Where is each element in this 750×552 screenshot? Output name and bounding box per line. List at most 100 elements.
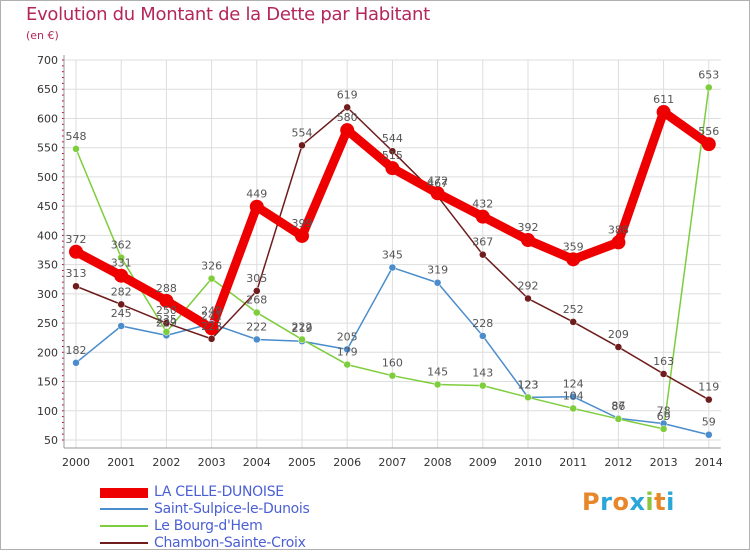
data-label-3: 104 <box>563 389 584 402</box>
data-label-2: 345 <box>382 249 403 262</box>
data-point-4 <box>705 395 713 404</box>
data-label-3: 143 <box>472 367 493 380</box>
legend-label-3: Le Bourg-d'Hem <box>154 518 263 534</box>
data-point-3 <box>207 274 216 283</box>
data-point-3 <box>253 308 261 317</box>
data-point-3 <box>524 393 532 402</box>
data-label-4: 119 <box>698 381 719 394</box>
x-tick-label: 2012 <box>604 456 632 469</box>
logo-letter: r <box>600 488 613 516</box>
y-tick-label: 150 <box>37 376 58 389</box>
data-label-2: 228 <box>472 317 493 330</box>
data-label-3: 179 <box>337 346 358 359</box>
data-point-4 <box>614 343 623 351</box>
data-label-3: 69 <box>657 410 671 423</box>
logo-letter: i <box>666 488 675 516</box>
x-tick-label: 2008 <box>424 456 452 469</box>
data-label-2: 229 <box>156 316 177 329</box>
data-point-3 <box>569 404 577 413</box>
data-label-4: 467 <box>427 177 448 190</box>
data-label-2: 87 <box>611 399 625 412</box>
data-point-3 <box>298 335 306 344</box>
data-point-4 <box>479 250 487 259</box>
data-label-1: 515 <box>382 149 403 162</box>
data-label-4: 252 <box>563 303 584 316</box>
legend-swatch-3 <box>100 525 148 527</box>
data-label-2: 219 <box>292 322 313 335</box>
legend-label-4: Chambon-Sainte-Croix <box>154 535 306 551</box>
data-point-1 <box>566 252 581 267</box>
data-label-2: 182 <box>66 344 87 357</box>
data-point-2 <box>253 335 261 344</box>
data-point-1 <box>656 105 671 120</box>
logo-letter: t <box>654 488 667 516</box>
legend-swatch-2 <box>100 508 148 510</box>
data-label-1: 432 <box>472 198 493 211</box>
data-point-3 <box>659 425 668 433</box>
data-label-4: 223 <box>201 320 222 333</box>
data-label-1: 556 <box>698 125 719 138</box>
x-tick-label: 2013 <box>650 456 678 469</box>
y-tick-label: 450 <box>37 200 58 213</box>
data-label-2: 249 <box>201 305 222 318</box>
data-point-4 <box>569 318 577 326</box>
x-tick-label: 2004 <box>243 456 271 469</box>
data-label-3: 268 <box>246 294 267 307</box>
data-point-4 <box>253 287 261 295</box>
data-point-1 <box>430 186 445 201</box>
data-point-3 <box>614 415 623 423</box>
data-label-4: 282 <box>111 285 132 298</box>
x-tick-label: 2000 <box>62 456 90 469</box>
data-label-4: 619 <box>337 88 358 101</box>
data-label-4: 163 <box>653 355 674 368</box>
data-label-3: 86 <box>611 400 625 413</box>
data-label-2: 319 <box>427 264 448 277</box>
data-point-2 <box>705 430 713 439</box>
data-point-4 <box>388 147 397 155</box>
chart-unit: (en €) <box>26 29 59 42</box>
y-tick-label: 550 <box>37 142 58 155</box>
data-label-2: 59 <box>702 416 716 429</box>
y-tick-label: 250 <box>37 317 58 330</box>
data-label-3: 235 <box>156 313 177 326</box>
data-label-3: 160 <box>382 357 403 370</box>
data-label-3: 123 <box>518 378 539 391</box>
data-label-2: 123 <box>518 378 539 391</box>
x-tick-label: 2003 <box>198 456 226 469</box>
data-point-1 <box>475 209 490 224</box>
data-label-1: 288 <box>156 282 177 295</box>
data-point-3 <box>388 371 397 380</box>
data-point-4 <box>298 141 306 150</box>
x-tick-label: 2014 <box>695 456 723 469</box>
data-point-1 <box>611 235 626 250</box>
data-point-1 <box>340 123 355 138</box>
data-label-3: 326 <box>201 260 222 273</box>
logo-letter: i <box>645 488 655 516</box>
chart-title: Evolution du Montant de la Dette par Hab… <box>26 4 430 25</box>
data-point-4 <box>524 294 532 303</box>
x-tick-label: 2011 <box>559 456 587 469</box>
data-label-4: 544 <box>382 132 403 145</box>
legend-label-1: LA CELLE-DUNOISE <box>154 484 284 500</box>
data-label-1: 399 <box>292 217 313 230</box>
data-label-1: 241 <box>201 309 222 322</box>
y-tick-label: 200 <box>37 346 58 359</box>
data-label-4: 209 <box>608 328 629 341</box>
data-point-2 <box>72 359 80 367</box>
legend-swatch-1 <box>100 488 148 498</box>
data-label-3: 548 <box>66 130 87 143</box>
data-label-1: 372 <box>66 233 87 246</box>
data-point-4 <box>162 319 171 327</box>
data-label-1: 580 <box>337 111 358 124</box>
proxiti-logo: Proxiti <box>582 488 675 516</box>
y-tick-label: 100 <box>37 405 58 418</box>
y-tick-label: 400 <box>37 229 58 242</box>
data-point-1 <box>385 161 400 176</box>
data-point-2 <box>433 278 442 287</box>
data-point-2 <box>479 332 487 340</box>
data-point-4 <box>72 282 80 290</box>
data-point-1 <box>521 233 535 248</box>
logo-letter: o <box>612 488 630 516</box>
data-label-4: 554 <box>292 126 313 139</box>
